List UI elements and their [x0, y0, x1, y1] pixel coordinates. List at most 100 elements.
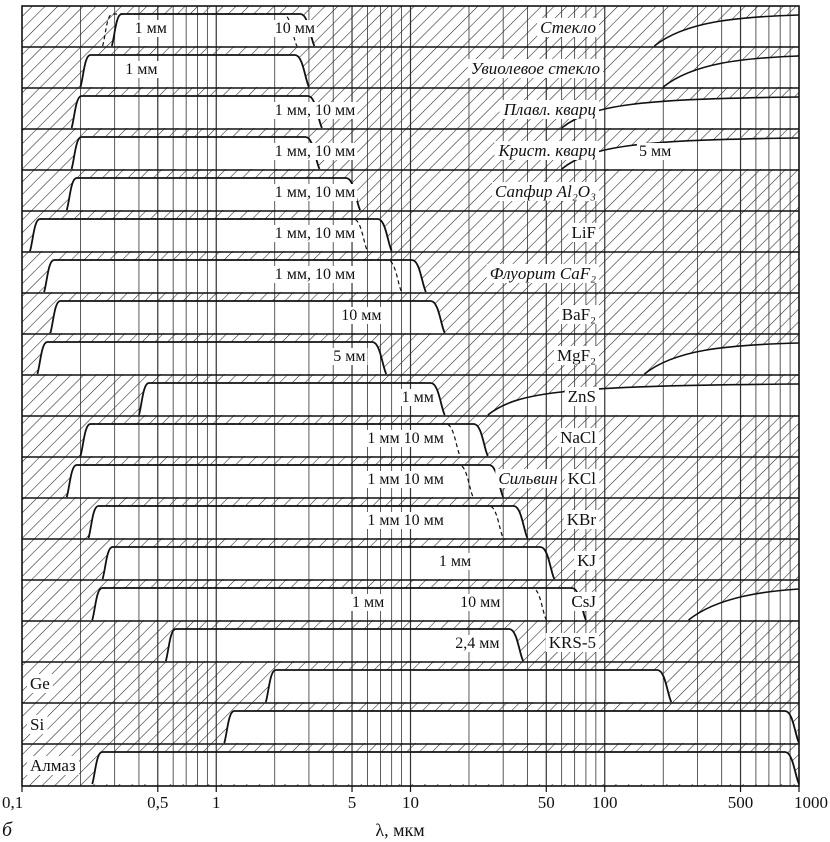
material-name-bg: [568, 592, 600, 611]
thickness-label-bg: [458, 594, 503, 611]
material-name-caf2: Флуорит CaF₂: [490, 264, 596, 283]
far-ir-window-csj: [688, 589, 799, 620]
tick-label: 500: [728, 793, 754, 812]
tick-label: 1: [212, 793, 221, 812]
thin-edge-nacl: [79, 423, 489, 457]
window-kbr: [88, 506, 528, 538]
material-name-bg: [557, 428, 600, 447]
material-name-bg: [537, 18, 599, 37]
window-csj: [92, 588, 586, 620]
thin-edge-kj: [101, 546, 556, 580]
far-ir-edge-uviol: [662, 55, 800, 88]
panel-label: б: [2, 819, 13, 841]
material-name-zns: ZnS: [568, 387, 596, 406]
material-subtitle-kcl: Сильвин: [498, 469, 557, 488]
window-fused_quartz: [71, 96, 322, 128]
thickness-label-bg: [331, 348, 368, 365]
log-grid: [80, 6, 791, 786]
thickness-label: 1 мм, 10 мм: [275, 102, 356, 119]
far-ir-window-crystal_quartz: [561, 138, 799, 169]
window-kj: [102, 547, 555, 579]
thickness-label: 10 мм: [275, 20, 315, 37]
tick-label: 1000: [794, 793, 828, 812]
far-ir-edge-csj: [688, 588, 800, 621]
thickness-label: 1 мм 10 мм: [367, 471, 444, 488]
material-labels: 1 мм 10 мм Стекло 1 мм Увиолевое стекло 1 мм,…: [27, 18, 674, 775]
thickness-label: 5 мм: [639, 143, 671, 160]
thin-edge-kbr: [87, 505, 529, 539]
material-name-bg: [27, 715, 48, 734]
window-crystal_quartz: [71, 137, 320, 169]
thickness-label-bg: [453, 635, 502, 652]
thickness-label: 1 мм 10 мм: [367, 512, 444, 529]
thickness-label: 1 мм, 10 мм: [275, 184, 356, 201]
material-name-krs5: KRS-5: [549, 633, 596, 652]
thin-edge-baf2: [49, 300, 446, 334]
material-name-diamond: Алмаз: [30, 756, 76, 775]
material-name-bg: [27, 674, 53, 693]
far-ir-edge-mgf2: [643, 342, 800, 375]
thickness-label: 1 мм: [439, 553, 471, 570]
material-name-kj: KJ: [577, 551, 596, 570]
thickness-label: 10 мм: [460, 594, 500, 611]
far-ir-edge-fused_quartz: [561, 96, 800, 129]
material-name-bg: [564, 387, 599, 406]
thickness-label: 1 мм: [135, 20, 167, 37]
material-name-bg: [486, 264, 600, 283]
window-baf2: [50, 301, 445, 333]
thickness-label-bg: [365, 471, 446, 488]
material-name-baf2: BaF₂: [562, 305, 596, 324]
material-name-bg: [568, 223, 599, 242]
thickness-label: 1 мм: [352, 594, 384, 611]
window-krs5: [165, 629, 524, 661]
thin-edge-ge: [264, 669, 673, 703]
far-ir-window-fused_quartz: [561, 97, 799, 128]
thin-edge-zns: [138, 382, 446, 416]
window-diamond: [92, 752, 799, 784]
thickness-label: 1 мм, 10 мм: [275, 143, 356, 160]
thickness-label-bg: [436, 553, 474, 570]
tick-label: 10: [402, 793, 419, 812]
material-name-bg: [563, 510, 600, 529]
thin-edge-krs5: [164, 628, 524, 662]
material-name-bg: [492, 182, 600, 201]
material-name-fused_quartz: Плавл. кварц: [503, 100, 596, 119]
thick-edge-kbr: [87, 505, 504, 539]
thickness-label-bg: [365, 430, 446, 447]
tick-label: 0,1: [2, 793, 23, 812]
thin-edge-caf2: [43, 259, 427, 293]
window-zns: [138, 383, 445, 415]
thin-edge-uviol: [79, 54, 310, 88]
thickness-label-bg: [272, 266, 358, 283]
far-ir-edge-glass: [653, 14, 800, 47]
thickness-label: 1 мм: [125, 61, 157, 78]
material-name-bg: [499, 100, 599, 119]
material-name-kbr: KBr: [567, 510, 597, 529]
window-caf2: [44, 260, 426, 292]
row-separators: [22, 46, 799, 745]
thickness-label: 1 мм 10 мм: [367, 430, 444, 447]
thickness-label-bg: [350, 594, 387, 611]
thin-edge-si: [223, 710, 800, 744]
tick-label: 5: [348, 793, 357, 812]
thickness-label-bg: [272, 184, 358, 201]
material-name-si: Si: [30, 715, 44, 734]
far-ir-window-glass: [654, 15, 799, 46]
material-name-csj: CsJ: [571, 592, 596, 611]
material-name-bg: [467, 59, 603, 78]
thickness-label: 2,4 мм: [455, 635, 499, 652]
thick-edge-caf2: [43, 259, 403, 293]
far-ir-edge-crystal_quartz: [561, 137, 800, 170]
thickness-label: 1 мм, 10 мм: [275, 266, 356, 283]
material-name-ge: Ge: [30, 674, 50, 693]
thickness-label: 10 мм: [341, 307, 381, 324]
thickness-label: 5 мм: [333, 348, 365, 365]
tick-label: 100: [592, 793, 618, 812]
tick-label: 0,5: [147, 793, 168, 812]
material-name-bg: [554, 346, 599, 365]
material-name-uviol: Увиолевое стекло: [471, 59, 600, 78]
thickness-label-bg: [272, 20, 317, 37]
material-name-sapphire: Сапфир Al₂O₃: [495, 182, 596, 201]
thin-edge-diamond: [91, 751, 800, 785]
